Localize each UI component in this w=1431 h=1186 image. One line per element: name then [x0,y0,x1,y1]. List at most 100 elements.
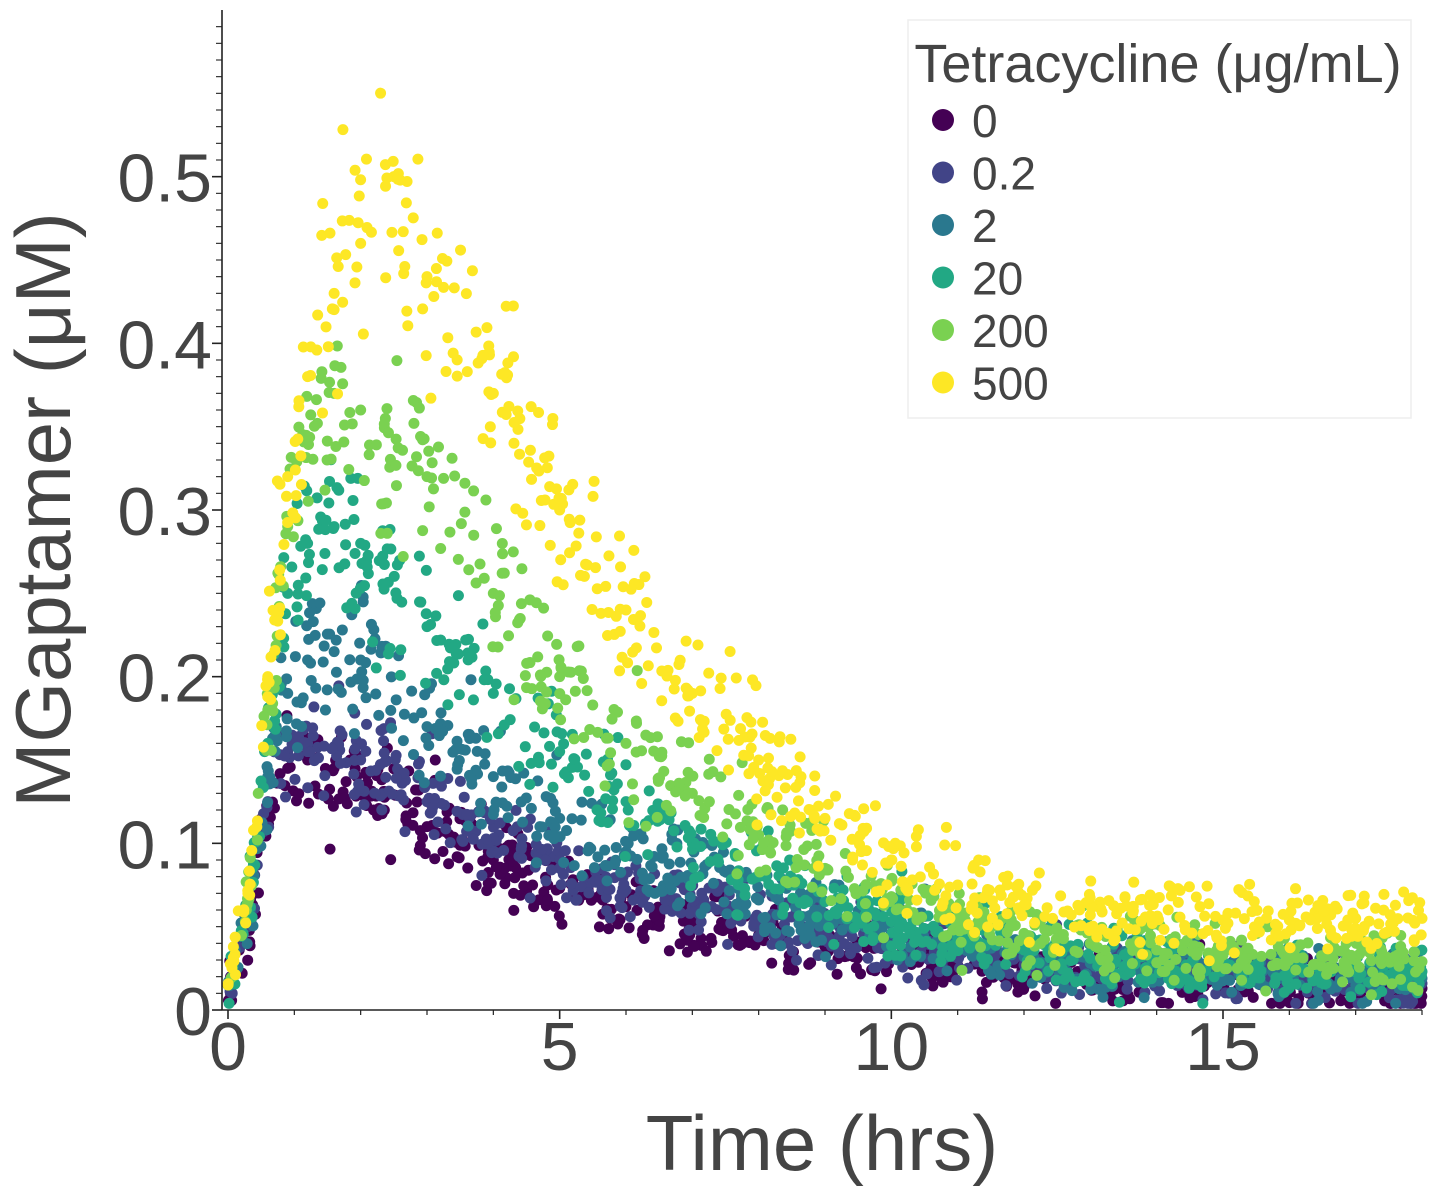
scatter-point [976,993,988,1005]
scatter-point [643,901,655,913]
scatter-point [507,825,519,837]
scatter-point [799,894,811,906]
scatter-point [910,841,922,853]
scatter-point [1253,926,1265,938]
scatter-point [792,795,804,807]
scatter-point [580,748,592,760]
scatter-point [825,895,837,907]
scatter-point [416,234,428,246]
scatter-point [335,686,347,698]
scatter-point [280,528,292,540]
scatter-point [612,732,624,744]
scatter-point [668,683,680,695]
scatter-point [444,837,456,849]
scatter-point [1376,985,1388,997]
scatter-point [699,902,711,914]
scatter-point [262,765,274,777]
scatter-point [675,736,687,748]
scatter-point [516,840,528,852]
scatter-point [317,656,329,668]
scatter-point [481,731,493,743]
scatter-point [514,448,526,460]
scatter-point [278,552,290,564]
scatter-point [1083,925,1095,937]
scatter-point [318,640,330,652]
scatter-point [1356,898,1368,910]
scatter-point [614,914,626,926]
scatter-point [1177,945,1189,957]
scatter-point [507,300,519,312]
scatter-point [291,601,303,613]
scatter-point [615,866,627,878]
scatter-point [1172,883,1184,895]
scatter-point [479,758,491,770]
legend-label: 0.2 [972,148,1036,200]
scatter-point [1135,915,1147,927]
data-point [282,471,294,483]
scatter-point [955,936,967,948]
scatter-point [1134,936,1146,948]
y-tick-label: 0.1 [117,807,212,883]
scatter-point [656,843,668,855]
scatter-point [289,651,301,663]
scatter-point [539,854,551,866]
y-axis-title: MGaptamer (μM) [0,212,87,807]
scatter-point [423,501,435,513]
data-point [819,812,831,824]
scatter-point [951,974,963,986]
scatter-point [337,124,349,136]
scatter-point [693,731,705,743]
scatter-point [1001,908,1013,920]
scatter-point [496,537,508,549]
scatter-point [429,723,441,735]
scatter-point [389,753,401,765]
scatter-point [1373,918,1385,930]
scatter-point [1085,875,1097,887]
scatter-point [636,678,648,690]
legend-marker [932,371,954,394]
legend-label: 500 [972,358,1049,410]
scatter-point [1203,955,1215,967]
scatter-point [805,957,817,969]
scatter-point [880,857,892,869]
scatter-point [394,669,406,681]
scatter-point [1013,878,1025,890]
scatter-point [614,530,626,542]
scatter-point [516,852,528,864]
scatter-point [252,787,264,799]
scatter-point [785,811,797,823]
scatter-point [735,723,747,735]
scatter-point [521,682,533,694]
scatter-point [1183,881,1195,893]
scatter-point [635,610,647,622]
scatter-point [496,781,508,793]
scatter-point [580,558,592,570]
scatter-point [890,904,902,916]
scatter-point [1116,917,1128,929]
scatter-point [300,572,312,584]
scatter-point [940,821,952,833]
scatter-point [321,684,333,696]
scatter-point [446,452,458,464]
scatter-point [659,903,671,915]
scatter-point [407,212,419,224]
scatter-point [326,303,338,315]
scatter-point [263,676,275,688]
scatter-point [392,442,404,454]
scatter-point [1302,894,1314,906]
scatter-point [447,347,459,359]
scatter-point [573,640,585,652]
scatter-point [568,753,580,765]
scatter-point [587,490,599,502]
scatter-point [1068,921,1080,933]
scatter-point [354,637,366,649]
scatter-point [1191,947,1203,959]
scatter-point [1179,920,1191,932]
scatter-point [1170,953,1182,965]
scatter-point [683,924,695,936]
scatter-point [715,771,727,783]
scatter-point [431,667,443,679]
scatter-point [674,856,686,868]
scatter-point [693,795,705,807]
scatter-point [575,569,587,581]
